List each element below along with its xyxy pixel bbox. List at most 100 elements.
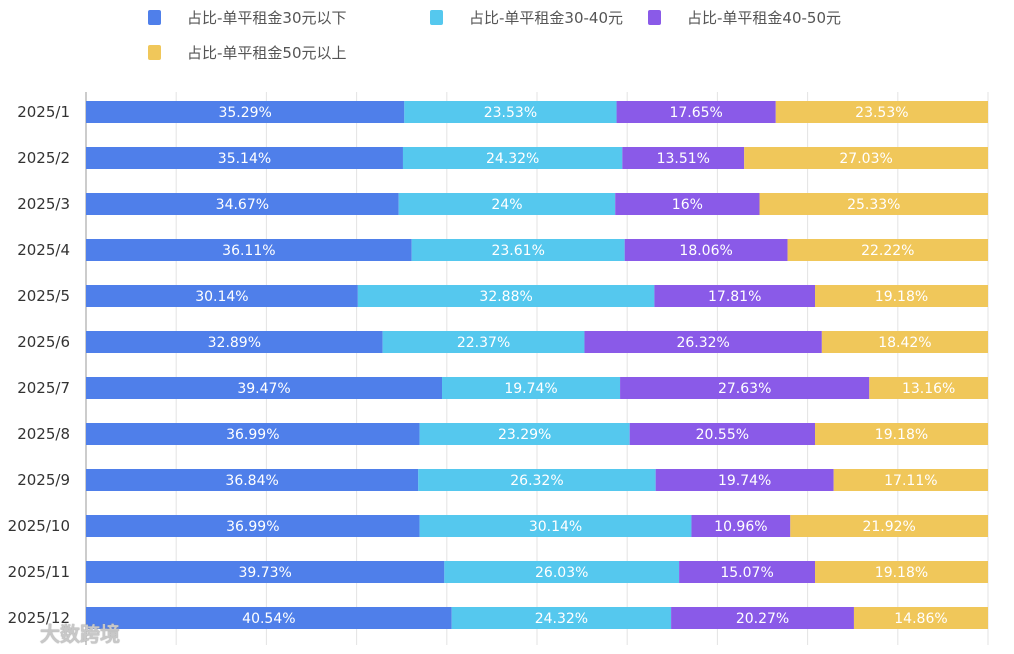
data-label: 23.53% — [855, 105, 908, 121]
bar-segment[interactable] — [86, 239, 412, 261]
legend-item[interactable]: 占比-单平租金40-50元 — [648, 7, 841, 28]
legend-swatch — [148, 10, 161, 25]
data-label: 26.32% — [676, 335, 729, 351]
data-label: 13.51% — [657, 151, 710, 167]
data-label: 23.53% — [484, 105, 537, 121]
bar-segment[interactable] — [790, 515, 988, 537]
data-label: 22.22% — [861, 243, 914, 259]
legend-label: 占比-单平租金50元以上 — [187, 44, 347, 62]
legend-swatch — [648, 10, 661, 25]
bar-segment[interactable] — [86, 331, 383, 353]
bar-segment[interactable] — [853, 607, 988, 629]
bar-segment[interactable] — [622, 147, 745, 169]
bar-segment[interactable] — [444, 561, 680, 583]
data-label: 24.32% — [486, 151, 539, 167]
bar-segment[interactable] — [382, 331, 585, 353]
bar-segment[interactable] — [86, 607, 452, 629]
bar-segment[interactable] — [418, 469, 656, 491]
data-label: 10.96% — [714, 519, 767, 535]
data-label: 23.61% — [491, 243, 544, 259]
data-label: 13.16% — [902, 381, 955, 397]
category-label: 2025/2 — [17, 149, 70, 167]
data-label: 20.27% — [736, 611, 789, 627]
bar-segment[interactable] — [815, 561, 988, 583]
bar-segment[interactable] — [398, 193, 616, 215]
bar-segment[interactable] — [419, 515, 692, 537]
bar-segment[interactable] — [615, 193, 760, 215]
data-label: 40.54% — [242, 611, 295, 627]
bar-segment[interactable] — [86, 285, 358, 307]
data-label: 17.81% — [708, 289, 761, 305]
bar-segment[interactable] — [815, 423, 988, 445]
data-label: 30.14% — [195, 289, 248, 305]
bar-segment[interactable] — [679, 561, 816, 583]
bar-segment[interactable] — [86, 423, 420, 445]
bar-segment[interactable] — [584, 331, 822, 353]
data-label: 19.74% — [504, 381, 557, 397]
legend-item[interactable]: 占比-单平租金30-40元 — [430, 7, 623, 28]
bar-segment[interactable] — [629, 423, 816, 445]
legend-label: 占比-单平租金30-40元 — [469, 9, 623, 27]
category-label: 2025/5 — [17, 287, 70, 305]
bar-segment[interactable] — [655, 469, 834, 491]
data-label: 27.03% — [839, 151, 892, 167]
data-label: 14.86% — [894, 611, 947, 627]
bar-segment[interactable] — [404, 101, 617, 123]
category-label: 2025/7 — [17, 379, 70, 397]
bar-segment[interactable] — [442, 377, 621, 399]
data-label: 16% — [672, 197, 703, 213]
data-label: 15.07% — [720, 565, 773, 581]
category-label: 2025/3 — [17, 195, 70, 213]
bar-segment[interactable] — [451, 607, 672, 629]
data-label: 18.42% — [878, 335, 931, 351]
bar-segment[interactable] — [869, 377, 988, 399]
data-label: 32.88% — [479, 289, 532, 305]
data-label: 26.03% — [535, 565, 588, 581]
bar-segment[interactable] — [86, 193, 399, 215]
bar-segment[interactable] — [86, 147, 403, 169]
data-label: 23.29% — [498, 427, 551, 443]
category-label: 2025/11 — [8, 563, 70, 581]
bar-segment[interactable] — [815, 285, 988, 307]
bar-segment[interactable] — [86, 515, 420, 537]
bar-segment[interactable] — [691, 515, 791, 537]
bar-segment[interactable] — [833, 469, 988, 491]
legend-item[interactable]: 占比-单平租金30元以下 — [148, 7, 347, 28]
bar-segment[interactable] — [357, 285, 655, 307]
bar-segment[interactable] — [775, 101, 988, 123]
data-label: 24.32% — [535, 611, 588, 627]
data-label: 25.33% — [847, 197, 900, 213]
bar-segment[interactable] — [402, 147, 623, 169]
data-label: 36.99% — [226, 427, 279, 443]
bar-segment[interactable] — [654, 285, 816, 307]
bar-segment[interactable] — [86, 561, 445, 583]
bar-segment[interactable] — [671, 607, 854, 629]
data-label: 34.67% — [216, 197, 269, 213]
data-label: 27.63% — [718, 381, 771, 397]
bar-segment[interactable] — [744, 147, 988, 169]
data-label: 36.99% — [226, 519, 279, 535]
category-label: 2025/4 — [17, 241, 70, 259]
bar-segment[interactable] — [787, 239, 988, 261]
legend-swatch — [148, 45, 161, 60]
bar-segment[interactable] — [821, 331, 988, 353]
bar-segment[interactable] — [419, 423, 630, 445]
data-label: 22.37% — [457, 335, 510, 351]
bar-segment[interactable] — [86, 469, 419, 491]
bar-segment[interactable] — [620, 377, 870, 399]
watermark: 大数跨境 — [40, 622, 120, 646]
bar-segment[interactable] — [86, 101, 405, 123]
bar-segment[interactable] — [86, 377, 443, 399]
category-label: 2025/10 — [8, 517, 70, 535]
data-label: 19.18% — [875, 427, 928, 443]
bar-segment[interactable] — [411, 239, 625, 261]
bar-segment[interactable] — [616, 101, 776, 123]
data-label: 17.11% — [884, 473, 937, 489]
bar-segment[interactable] — [624, 239, 788, 261]
data-label: 21.92% — [862, 519, 915, 535]
legend-item[interactable]: 占比-单平租金50元以上 — [148, 42, 347, 63]
data-label: 35.29% — [218, 105, 271, 121]
bar-segment[interactable] — [759, 193, 988, 215]
data-label: 39.47% — [237, 381, 290, 397]
